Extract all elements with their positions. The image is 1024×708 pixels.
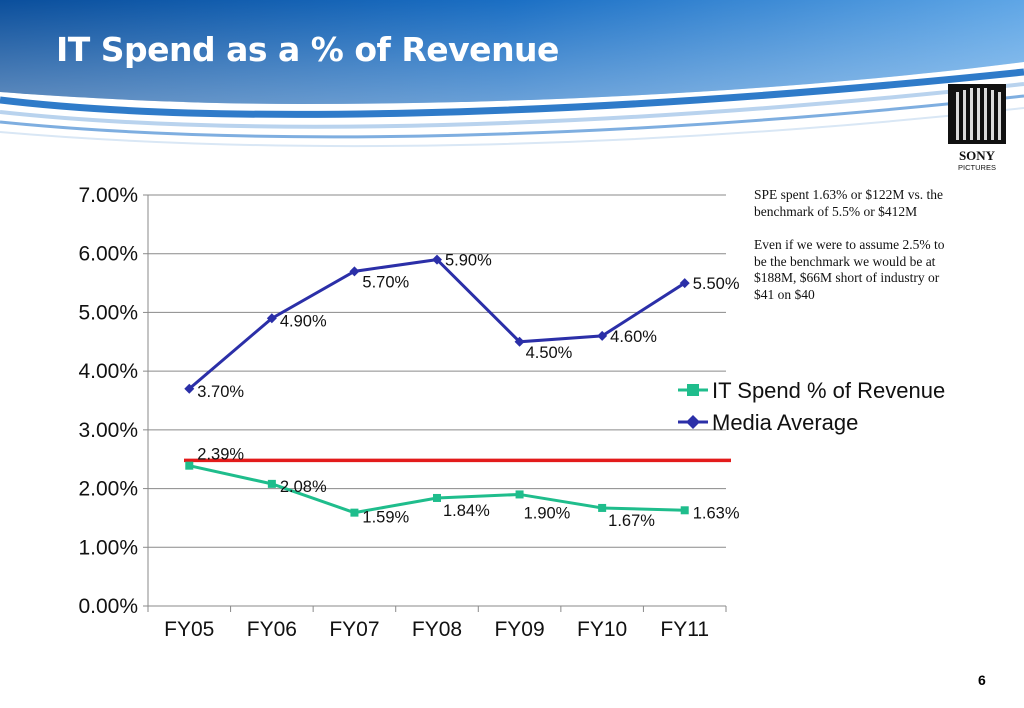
logo-text-main: SONY <box>959 148 996 163</box>
note-1: SPE spent 1.63% or $122M vs. the benchma… <box>754 187 943 219</box>
data-label: 1.90% <box>524 504 571 522</box>
y-tick-label: 3.00% <box>78 419 138 442</box>
header-background <box>0 0 1024 148</box>
x-tick-label: FY05 <box>164 618 214 641</box>
data-label: 1.63% <box>693 504 740 522</box>
series-line-1 <box>188 257 686 390</box>
point-marker <box>349 266 360 277</box>
legend-marker <box>687 384 699 396</box>
data-label: 5.50% <box>693 275 740 293</box>
point-marker <box>598 503 607 512</box>
data-label: 2.08% <box>280 478 327 496</box>
x-tick-label: FY10 <box>577 618 627 641</box>
point-marker <box>432 254 442 265</box>
x-tick-label: FY06 <box>247 618 297 641</box>
point-marker <box>597 330 608 341</box>
data-label: 1.59% <box>362 509 409 527</box>
y-tick-label: 1.00% <box>78 536 138 559</box>
point-marker <box>266 313 277 324</box>
y-tick-label: 5.00% <box>78 301 138 324</box>
note-2: Even if we were to assume 2.5% to be the… <box>754 237 945 302</box>
point-marker <box>515 490 524 499</box>
y-tick-label: 7.00% <box>78 184 138 207</box>
data-label: 4.60% <box>610 328 657 346</box>
x-tick-label: FY11 <box>660 618 709 641</box>
point-marker <box>350 508 359 517</box>
x-tick-label: FY09 <box>494 618 544 641</box>
page-number: 6 <box>978 672 986 688</box>
legend-label: IT Spend % of Revenue <box>712 378 945 403</box>
slide-title: IT Spend as a % of Revenue <box>56 30 559 69</box>
data-label: 4.50% <box>526 344 573 362</box>
data-label: 2.39% <box>197 446 244 464</box>
point-marker <box>267 479 276 488</box>
data-label: 3.70% <box>197 383 244 401</box>
data-label: 5.70% <box>362 273 409 291</box>
data-label: 1.84% <box>443 502 490 520</box>
sony-pictures-logo: SONY PICTURES <box>946 84 1008 172</box>
point-marker <box>184 383 195 394</box>
data-label: 4.90% <box>280 312 327 330</box>
point-marker <box>185 461 194 470</box>
y-tick-label: 2.00% <box>78 478 138 501</box>
point-marker <box>514 336 525 347</box>
legend-marker <box>686 415 700 429</box>
legend: IT Spend % of Revenue Media Average <box>678 378 945 435</box>
header-banner: IT Spend as a % of Revenue <box>0 0 1024 150</box>
x-tick-label: FY07 <box>329 618 379 641</box>
notes-box: SPE spent 1.63% or $122M vs. the benchma… <box>754 187 954 320</box>
data-label: 5.90% <box>445 252 492 270</box>
y-tick-label: 0.00% <box>78 595 138 618</box>
logo-text-sub: PICTURES <box>958 163 996 172</box>
x-tick-label: FY08 <box>412 618 462 641</box>
y-tick-label: 4.00% <box>78 360 138 383</box>
point-marker <box>679 278 690 289</box>
legend-label: Media Average <box>712 410 858 435</box>
point-marker <box>433 493 441 502</box>
y-tick-label: 6.00% <box>78 243 138 266</box>
point-marker <box>680 506 689 515</box>
series-line-0 <box>188 464 685 515</box>
data-label: 1.67% <box>608 512 655 530</box>
